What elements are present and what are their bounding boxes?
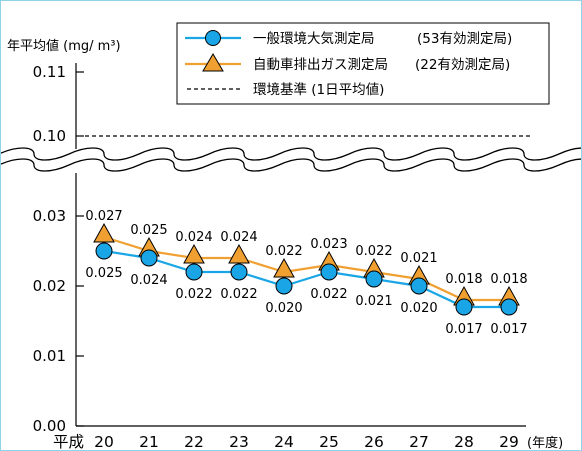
- circle-marker: [455, 298, 473, 316]
- data-label-general: 0.020: [265, 301, 302, 316]
- circle-marker: [410, 277, 428, 295]
- series-line-1: [103, 235, 509, 302]
- legend-note-auto: (22有効測定局): [415, 57, 510, 73]
- x-tick-label: 25: [319, 433, 339, 450]
- legend-label-general: 一般環境大気測定局: [253, 31, 375, 47]
- legend-label-auto: 自動車排出ガス測定局: [253, 57, 388, 73]
- x-tick-label: 23: [229, 433, 249, 450]
- triangle-marker: [93, 222, 115, 243]
- x-tick-label: 29: [499, 433, 519, 450]
- data-label-auto: 0.024: [175, 230, 212, 245]
- axis-break-wave-top: [1, 147, 581, 161]
- x-tick-label: 28: [454, 433, 474, 450]
- y-tick-label: 0.02: [33, 277, 66, 295]
- y-axis-title: 年平均値 (mg/ m³): [7, 38, 121, 54]
- y-tick-label: 0.11: [33, 63, 66, 81]
- axis-break-wave-bottom: [1, 158, 581, 172]
- y-tick-label: 0.03: [33, 207, 66, 225]
- data-label-auto: 0.022: [355, 244, 392, 259]
- data-label-general: 0.025: [85, 266, 122, 281]
- data-label-auto: 0.024: [220, 230, 257, 245]
- triangle-marker: [273, 257, 295, 278]
- data-label-auto: 0.027: [85, 209, 122, 224]
- circle-marker: [95, 242, 113, 260]
- legend-label-standard: 環境基準 (1日平均値): [253, 81, 384, 98]
- data-label-general: 0.022: [310, 287, 347, 302]
- x-tick-label: 22: [184, 433, 204, 450]
- data-label-auto: 0.021: [400, 251, 437, 266]
- circle-marker: [230, 263, 248, 281]
- circle-marker: [140, 249, 158, 267]
- data-label-general: 0.022: [175, 287, 212, 302]
- data-label-general: 0.022: [220, 287, 257, 302]
- x-tick-label: 20: [94, 433, 114, 450]
- x-unit-label: (年度): [527, 435, 563, 450]
- series-line-0: [103, 249, 509, 309]
- data-label-general: 0.021: [355, 294, 392, 309]
- x-prefix: 平成: [53, 433, 84, 450]
- data-label-general: 0.024: [130, 273, 167, 288]
- axis-break-band: [1, 152, 581, 167]
- legend-note-general: (53有効測定局): [417, 31, 512, 47]
- circle-marker: [185, 263, 203, 281]
- x-tick-label: 21: [139, 433, 159, 450]
- circle-marker: [500, 298, 518, 316]
- data-label-auto: 0.022: [265, 244, 302, 259]
- legend-triangle-icon: [202, 53, 224, 72]
- triangle-marker: [228, 243, 250, 264]
- data-label-general: 0.017: [445, 322, 482, 337]
- y-tick-label: 0.10: [33, 127, 66, 145]
- x-tick-label: 24: [274, 433, 294, 450]
- data-label-auto: 0.025: [130, 223, 167, 238]
- circle-marker: [320, 263, 338, 281]
- data-label-auto: 0.018: [490, 272, 527, 287]
- legend-circle-icon: [205, 30, 221, 46]
- data-label-auto: 0.023: [310, 237, 347, 252]
- y-tick-label: 0.01: [33, 347, 66, 365]
- data-label-auto: 0.018: [445, 272, 482, 287]
- x-tick-label: 26: [364, 433, 384, 450]
- data-label-general: 0.017: [490, 322, 527, 337]
- circle-marker: [365, 270, 383, 288]
- triangle-marker: [183, 243, 205, 264]
- y-tick-label: 0.00: [33, 417, 66, 435]
- x-tick-label: 27: [409, 433, 429, 450]
- circle-marker: [275, 277, 293, 295]
- data-label-general: 0.020: [400, 301, 437, 316]
